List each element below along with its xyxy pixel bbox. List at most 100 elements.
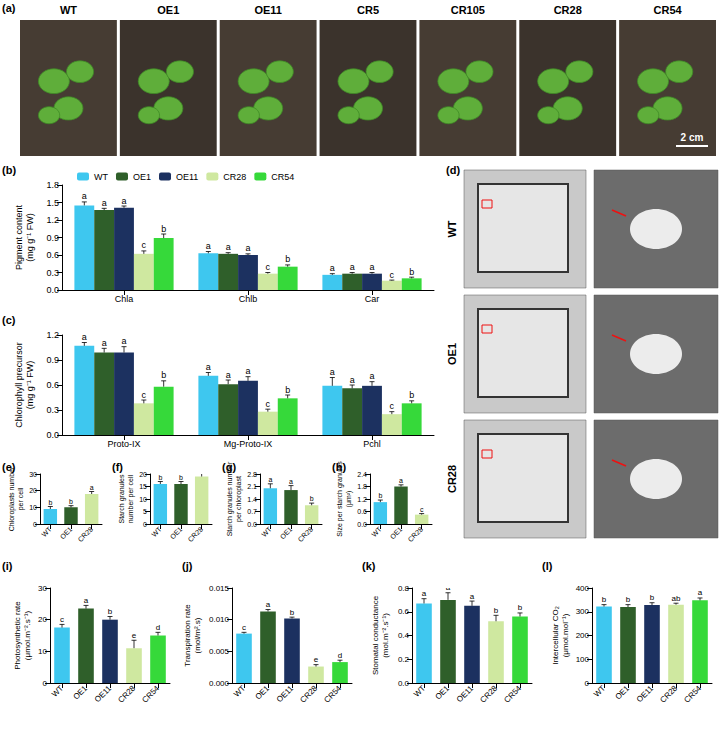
svg-text:a: a	[84, 596, 89, 605]
svg-text:(a): (a)	[2, 2, 16, 14]
svg-text:per cell: per cell	[17, 487, 25, 510]
svg-text:CR54: CR54	[654, 4, 683, 16]
svg-text:a: a	[268, 476, 272, 483]
svg-text:(d): (d)	[446, 164, 460, 176]
svg-text:(b): (b)	[2, 164, 16, 176]
svg-text:Size per starch granules: Size per starch granules	[336, 461, 344, 537]
svg-text:d: d	[156, 623, 160, 632]
svg-text:Chlb: Chlb	[239, 294, 258, 304]
svg-text:CR28: CR28	[658, 683, 679, 704]
svg-text:(mol.m⁻².s⁻¹): (mol.m⁻².s⁻¹)	[381, 613, 390, 658]
svg-text:Photosynthetic rate: Photosynthetic rate	[13, 601, 22, 670]
svg-text:CR5: CR5	[357, 4, 379, 16]
svg-text:0.9: 0.9	[46, 355, 59, 365]
svg-text:b: b	[310, 495, 314, 502]
svg-text:a: a	[102, 198, 107, 208]
svg-text:CR54: CR54	[271, 172, 294, 182]
svg-text:b: b	[518, 603, 523, 612]
svg-text:WT: WT	[592, 684, 607, 699]
svg-text:WT: WT	[446, 220, 458, 237]
svg-text:20: 20	[139, 471, 147, 478]
svg-text:a: a	[102, 338, 107, 348]
svg-text:a: a	[698, 588, 703, 597]
svg-text:OE11: OE11	[93, 683, 114, 704]
svg-text:a: a	[121, 196, 126, 206]
svg-text:1.2: 1.2	[46, 215, 59, 225]
svg-text:a: a	[422, 589, 427, 598]
svg-text:15: 15	[139, 483, 147, 490]
svg-text:300: 300	[576, 607, 590, 616]
svg-text:(l): (l)	[542, 560, 553, 572]
svg-text:CR54: CR54	[502, 683, 523, 704]
svg-text:CR28: CR28	[297, 525, 315, 543]
svg-text:Mg-Proto-IX: Mg-Proto-IX	[224, 439, 273, 449]
svg-text:0.0: 0.0	[247, 521, 257, 528]
svg-text:30: 30	[29, 471, 37, 478]
svg-text:Pigment content: Pigment content	[14, 204, 24, 270]
svg-text:b: b	[108, 607, 113, 616]
svg-text:Starch granules: Starch granules	[118, 474, 126, 524]
svg-text:e: e	[314, 655, 319, 664]
svg-text:0.0: 0.0	[46, 430, 59, 440]
svg-text:b: b	[494, 606, 499, 615]
svg-text:CR54: CR54	[322, 683, 343, 704]
svg-text:(mg g⁻¹ FW): (mg g⁻¹ FW)	[25, 213, 35, 262]
svg-text:(μm²): (μm²)	[345, 491, 353, 508]
svg-text:b: b	[409, 390, 414, 400]
svg-text:WT: WT	[50, 684, 65, 699]
svg-text:CR54: CR54	[682, 683, 703, 704]
svg-text:OE11: OE11	[254, 4, 282, 16]
svg-text:CR105: CR105	[451, 4, 485, 16]
svg-text:0: 0	[43, 679, 48, 688]
svg-text:b: b	[158, 474, 162, 481]
svg-text:0.9: 0.9	[46, 233, 59, 243]
svg-text:0: 0	[33, 521, 37, 528]
svg-text:5: 5	[143, 508, 147, 515]
svg-text:CR28: CR28	[478, 683, 499, 704]
svg-text:d: d	[338, 651, 342, 660]
svg-text:b: b	[626, 595, 631, 604]
svg-text:10: 10	[38, 647, 47, 656]
svg-text:a: a	[350, 375, 355, 385]
svg-text:OE1: OE1	[169, 525, 184, 540]
svg-text:OE1: OE1	[614, 683, 632, 701]
svg-text:a: a	[289, 478, 293, 485]
svg-text:a: a	[206, 362, 211, 372]
svg-text:Chloroplasts number: Chloroplasts number	[8, 466, 16, 531]
svg-text:c: c	[266, 399, 271, 409]
svg-text:OE11: OE11	[635, 683, 656, 704]
svg-text:WT: WT	[60, 4, 77, 16]
svg-text:b: b	[161, 370, 166, 380]
svg-text:a: a	[226, 242, 231, 252]
svg-text:b: b	[161, 224, 166, 234]
svg-text:OE1: OE1	[434, 683, 452, 701]
svg-text:2.8: 2.8	[247, 471, 257, 478]
svg-text:OE1: OE1	[446, 343, 458, 365]
svg-text:OE11: OE11	[176, 172, 198, 182]
svg-text:0.2: 0.2	[398, 655, 410, 664]
svg-text:c: c	[60, 615, 64, 624]
svg-text:CR28: CR28	[407, 525, 425, 543]
svg-text:400: 400	[576, 584, 590, 593]
svg-text:CR28: CR28	[187, 525, 205, 543]
svg-text:c: c	[266, 262, 271, 272]
svg-text:0.3: 0.3	[46, 405, 59, 415]
svg-text:Intercellular CO₂: Intercellular CO₂	[551, 606, 560, 665]
svg-text:b: b	[69, 498, 73, 505]
svg-text:WT: WT	[412, 684, 427, 699]
svg-text:c: c	[142, 390, 147, 400]
svg-text:WT: WT	[232, 684, 247, 699]
svg-text:(mol/m².s): (mol/m².s)	[193, 617, 202, 653]
svg-text:0.0: 0.0	[46, 285, 59, 295]
svg-text:CR28: CR28	[298, 683, 319, 704]
svg-text:10: 10	[139, 496, 147, 503]
svg-text:WT: WT	[94, 172, 108, 182]
svg-text:Transpiration rate: Transpiration rate	[183, 604, 192, 667]
svg-text:0.8: 0.8	[398, 584, 410, 593]
svg-text:1.2: 1.2	[357, 496, 367, 503]
svg-text:a: a	[369, 262, 374, 272]
svg-text:OE1: OE1	[157, 4, 179, 16]
svg-text:20: 20	[29, 487, 37, 494]
svg-text:0.0: 0.0	[398, 679, 410, 688]
svg-text:CR28: CR28	[77, 525, 95, 543]
